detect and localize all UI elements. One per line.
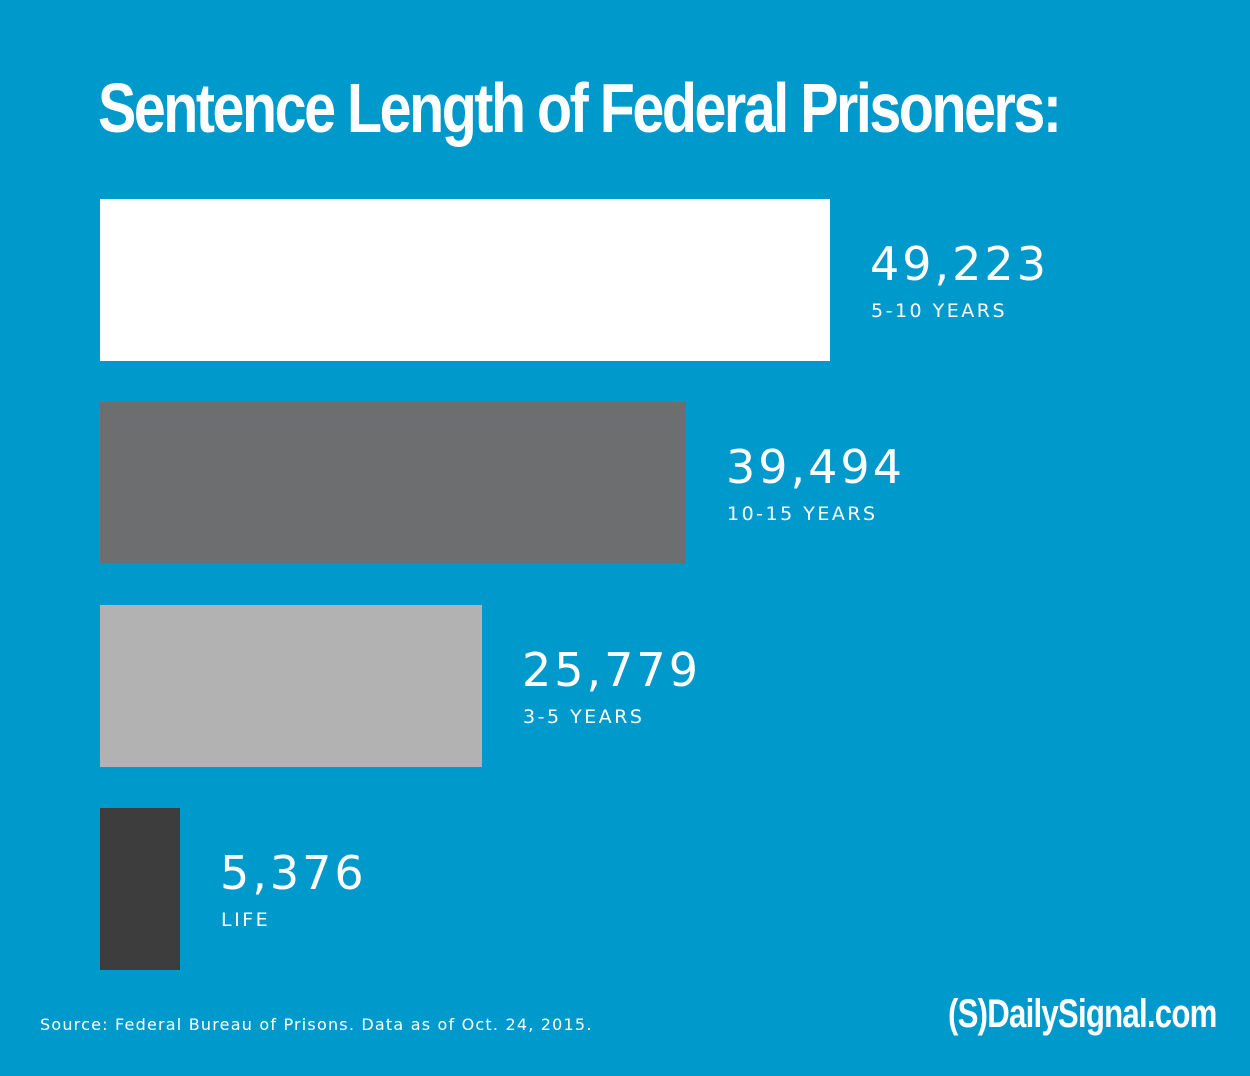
- bar: [100, 402, 686, 564]
- daily-signal-logo: (S)DailySignal.com: [948, 992, 1217, 1036]
- value-label: 39,494: [726, 440, 905, 494]
- category-label: 10-15 YEARS: [727, 503, 878, 525]
- chart-title: Sentence Length of Federal Prisoners:: [98, 69, 1062, 147]
- category-label: LIFE: [221, 909, 271, 931]
- bar: [100, 605, 482, 767]
- source-note: Source: Federal Bureau of Prisons. Data …: [40, 1015, 593, 1034]
- value-label: 25,779: [522, 643, 701, 697]
- category-label: 3-5 YEARS: [523, 706, 645, 728]
- value-label: 5,376: [220, 846, 367, 900]
- category-label: 5-10 YEARS: [871, 300, 1008, 322]
- bar: [100, 199, 830, 361]
- bar: [100, 808, 180, 970]
- value-label: 49,223: [870, 237, 1049, 291]
